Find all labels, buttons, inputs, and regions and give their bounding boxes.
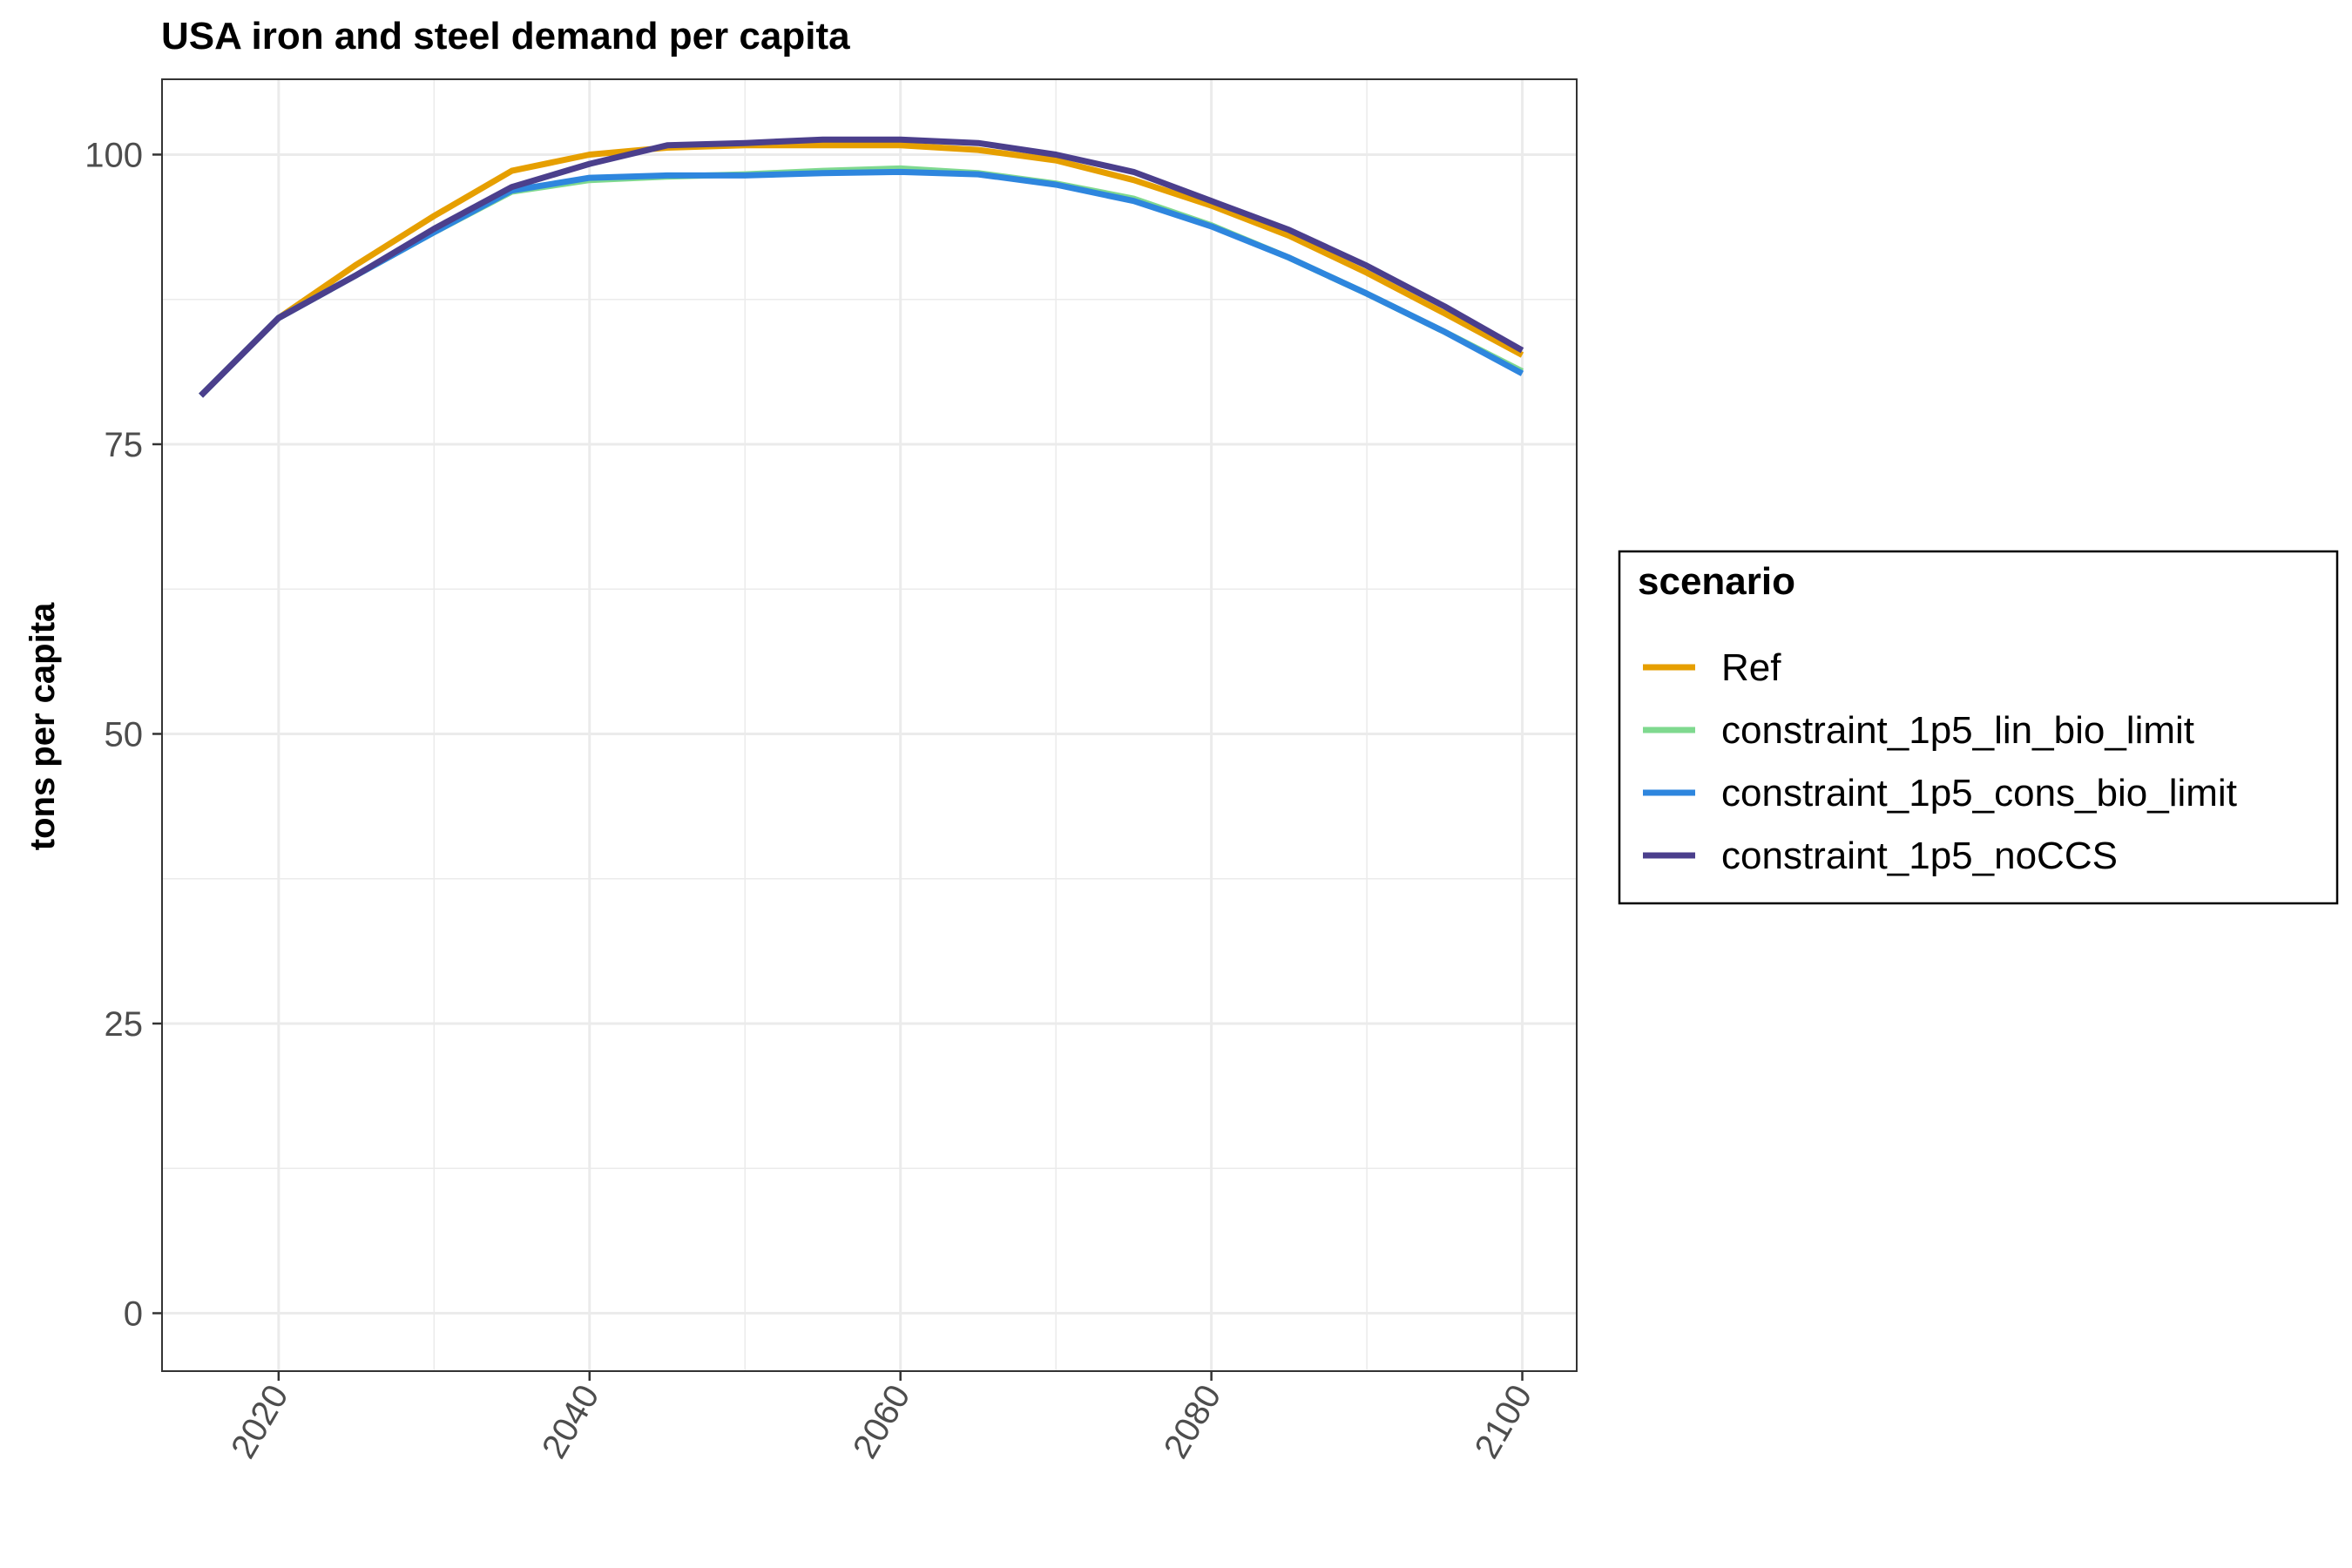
series-line-constraint-1p5-lin-bio-limit [199,165,1524,398]
panel-border [161,78,1578,1372]
legend-label: constraint_1p5_noCCS [1721,835,2118,877]
minor-gridlines [162,79,1577,1371]
legend-title: scenario [1638,560,1795,603]
x-tick-label: 2040 [535,1379,607,1465]
legend: scenario Ref constraint_1p5_lin_bio_limit… [1618,550,2339,905]
series-lines [199,136,1524,398]
legend-label: constraint_1p5_cons_bio_limit [1721,772,2237,814]
major-gridlines [162,79,1577,1371]
chart-title: USA iron and steel demand per capita [161,15,850,57]
legend-items: Ref constraint_1p5_lin_bio_limit constrain… [1643,646,2237,877]
y-axis-title: tons per capita [24,602,62,850]
legend-item: constraint_1p5_lin_bio_limit [1643,709,2194,752]
legend-item: constraint_1p5_noCCS [1643,835,2118,877]
y-tick-label: 75 [105,426,144,464]
legend-label: constraint_1p5_lin_bio_limit [1721,709,2194,752]
legend-box [1618,550,2339,905]
series-line-ref [199,142,1524,398]
x-axis: 2020 2040 2060 2080 2100 [224,1371,1539,1465]
series-line-constraint-1p5-cons-bio-limit [199,168,1524,398]
plot-panel [161,78,1578,1372]
x-tick-label: 2080 [1157,1379,1229,1465]
legend-label: Ref [1721,646,1781,689]
legend-item: Ref [1643,646,1781,689]
legend-item: constraint_1p5_cons_bio_limit [1643,772,2237,814]
y-tick-label: 0 [124,1294,143,1333]
y-axis: 0 25 50 75 100 [84,136,162,1333]
y-tick-label: 100 [84,136,143,174]
x-tick-label: 2020 [224,1379,296,1465]
x-tick-label: 2060 [846,1379,918,1465]
series-line-constraint-1p5-noccs [199,136,1524,398]
y-tick-label: 50 [105,715,144,754]
x-tick-label: 2100 [1468,1379,1540,1465]
y-tick-label: 25 [105,1005,144,1044]
